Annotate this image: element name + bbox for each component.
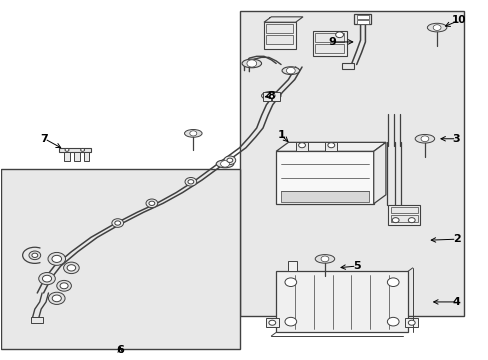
- Circle shape: [286, 67, 295, 74]
- Bar: [271, 92, 279, 101]
- Bar: [288, 261, 297, 271]
- Ellipse shape: [216, 160, 233, 168]
- Text: 9: 9: [327, 37, 336, 47]
- Ellipse shape: [184, 130, 202, 137]
- Text: 2: 2: [452, 234, 460, 244]
- Bar: [264, 22, 295, 49]
- Circle shape: [32, 253, 38, 257]
- Circle shape: [226, 158, 232, 162]
- Circle shape: [224, 156, 235, 165]
- Bar: [239, 12, 463, 316]
- Circle shape: [67, 265, 76, 271]
- Circle shape: [327, 143, 334, 148]
- Bar: [315, 33, 344, 42]
- Bar: [387, 205, 419, 225]
- Bar: [295, 142, 307, 151]
- Circle shape: [386, 318, 398, 326]
- Bar: [341, 63, 353, 69]
- Circle shape: [407, 320, 414, 325]
- Bar: [405, 318, 417, 327]
- Circle shape: [391, 218, 398, 223]
- Bar: [276, 271, 407, 332]
- Bar: [268, 17, 290, 22]
- Bar: [74, 152, 80, 161]
- Bar: [64, 152, 70, 161]
- Circle shape: [52, 255, 61, 262]
- Bar: [281, 191, 368, 202]
- Circle shape: [57, 280, 71, 291]
- Bar: [59, 148, 91, 152]
- Circle shape: [184, 177, 196, 186]
- Circle shape: [285, 318, 296, 326]
- Circle shape: [115, 221, 121, 225]
- Circle shape: [42, 275, 51, 282]
- Bar: [356, 21, 368, 24]
- Ellipse shape: [315, 255, 334, 263]
- Ellipse shape: [261, 91, 281, 100]
- Circle shape: [81, 148, 84, 151]
- Circle shape: [268, 320, 275, 325]
- Circle shape: [246, 60, 256, 67]
- Circle shape: [420, 136, 428, 141]
- Text: 7: 7: [41, 134, 48, 144]
- Bar: [325, 142, 336, 151]
- Polygon shape: [264, 17, 303, 22]
- Bar: [312, 31, 346, 56]
- Circle shape: [386, 278, 398, 287]
- Circle shape: [29, 251, 41, 260]
- Ellipse shape: [242, 59, 261, 68]
- Circle shape: [187, 180, 193, 184]
- Circle shape: [267, 93, 275, 99]
- Bar: [83, 152, 89, 161]
- Circle shape: [52, 295, 61, 302]
- Text: 10: 10: [451, 15, 466, 26]
- Bar: [356, 15, 368, 19]
- Circle shape: [149, 201, 155, 206]
- Bar: [263, 92, 270, 101]
- Ellipse shape: [282, 67, 299, 75]
- Circle shape: [48, 292, 65, 305]
- Circle shape: [60, 283, 68, 289]
- Circle shape: [321, 256, 328, 262]
- Text: 8: 8: [267, 91, 275, 101]
- Circle shape: [146, 199, 158, 208]
- Bar: [266, 24, 293, 33]
- Bar: [353, 14, 370, 24]
- Polygon shape: [276, 142, 385, 151]
- Ellipse shape: [427, 23, 446, 32]
- Bar: [390, 215, 417, 222]
- Text: 4: 4: [452, 297, 460, 307]
- Bar: [31, 317, 43, 323]
- Circle shape: [298, 143, 305, 148]
- Circle shape: [220, 161, 229, 167]
- Bar: [276, 151, 373, 204]
- Bar: [266, 318, 278, 327]
- Circle shape: [335, 32, 343, 38]
- Text: 6: 6: [116, 345, 124, 355]
- Circle shape: [39, 273, 55, 285]
- Circle shape: [112, 219, 123, 227]
- Polygon shape: [373, 142, 385, 204]
- Circle shape: [48, 252, 65, 265]
- Text: 5: 5: [352, 261, 360, 271]
- Text: 1: 1: [277, 130, 285, 140]
- Text: 3: 3: [452, 134, 460, 144]
- Bar: [390, 207, 417, 213]
- Bar: [315, 44, 344, 53]
- Ellipse shape: [414, 134, 434, 143]
- Circle shape: [432, 25, 440, 31]
- Bar: [0, 169, 239, 348]
- Circle shape: [63, 262, 79, 274]
- Circle shape: [285, 278, 296, 287]
- Bar: [266, 35, 293, 44]
- Circle shape: [65, 148, 69, 151]
- Circle shape: [407, 218, 414, 223]
- Circle shape: [189, 131, 196, 136]
